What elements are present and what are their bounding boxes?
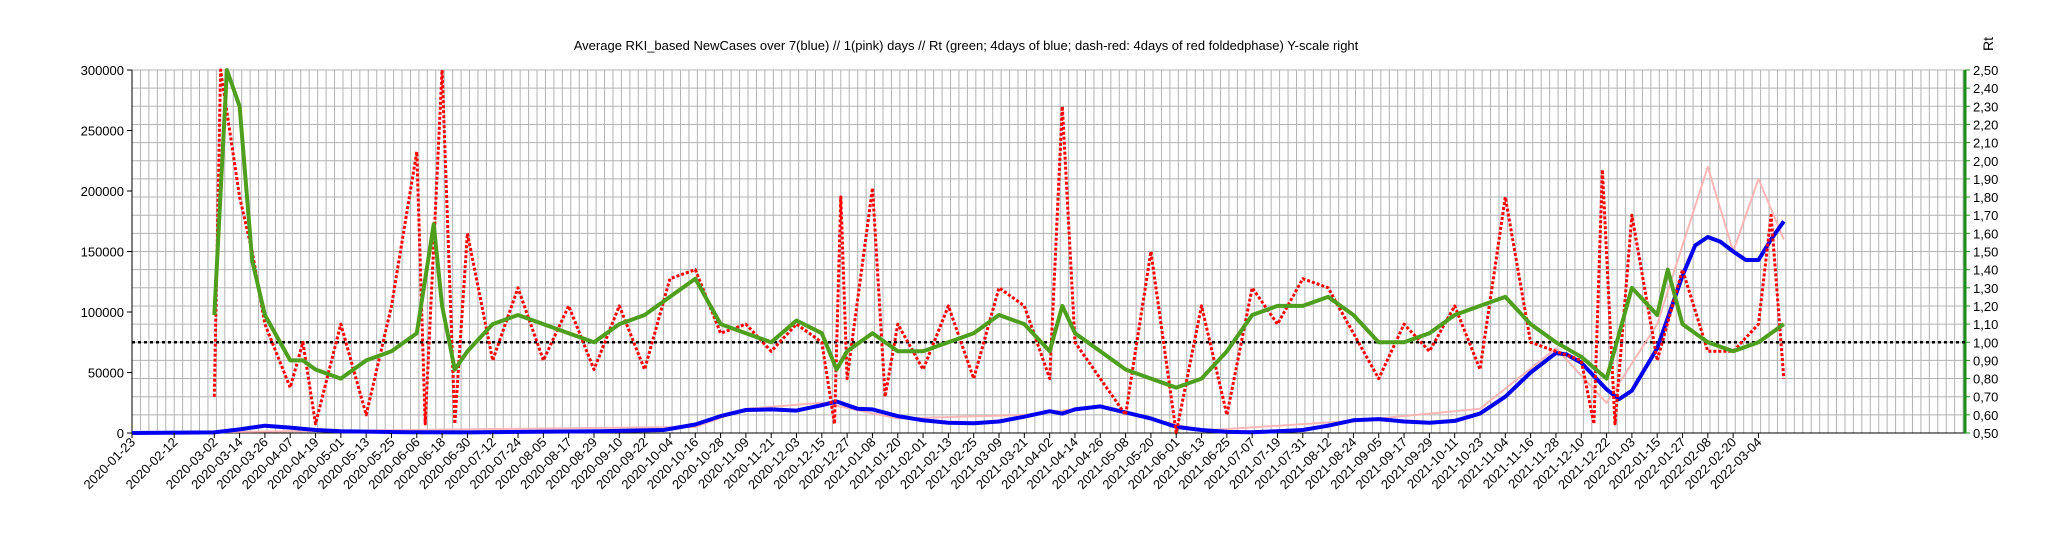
y-right-tick-label: 0,50 bbox=[1973, 426, 1998, 441]
y-left-tick-label: 0 bbox=[117, 426, 124, 441]
y-right-tick-label: 1,40 bbox=[1973, 263, 1998, 278]
y-right-tick-label: 1,50 bbox=[1973, 245, 1998, 260]
y-right-tick-label: 1,20 bbox=[1973, 299, 1998, 314]
y-right-tick-label: 1,60 bbox=[1973, 226, 1998, 241]
series-group bbox=[131, 68, 1786, 435]
y-left-tick-label: 300000 bbox=[81, 63, 124, 78]
y-axis-right-label: Rt bbox=[1980, 37, 1996, 51]
y-right-tick-label: 1,90 bbox=[1973, 172, 1998, 187]
series-line-2 bbox=[212, 68, 1785, 390]
y-right-tick-label: 2,50 bbox=[1973, 63, 1998, 78]
y-right-tick-label: 1,80 bbox=[1973, 190, 1998, 205]
y-right-tick-label: 2,20 bbox=[1973, 117, 1998, 132]
y-axis-right: 0,50 0,60 0,70 0,80 0,90 1,00 1,10 1,20 1,30 1,40… bbox=[1965, 63, 1998, 441]
y-left-tick-label: 50000 bbox=[88, 366, 124, 381]
y-right-tick-label: 0,70 bbox=[1973, 390, 1998, 405]
y-left-tick-label: 150000 bbox=[81, 245, 124, 260]
y-right-tick-label: 2,10 bbox=[1973, 136, 1998, 151]
y-right-tick-label: 1,70 bbox=[1973, 208, 1998, 223]
series-line-1 bbox=[131, 165, 1785, 434]
y-right-tick-label: 1,00 bbox=[1973, 335, 1998, 350]
y-right-tick-label: 2,30 bbox=[1973, 99, 1998, 114]
series-line-0 bbox=[131, 220, 1786, 435]
y-right-tick-label: 0,90 bbox=[1973, 353, 1998, 368]
y-right-tick-label: 1,10 bbox=[1973, 317, 1998, 332]
y-left-tick-label: 250000 bbox=[81, 124, 124, 139]
y-right-tick-label: 1,30 bbox=[1973, 281, 1998, 296]
y-left-tick-label: 100000 bbox=[81, 305, 124, 320]
y-right-tick-label: 2,40 bbox=[1973, 81, 1998, 96]
y-right-tick-label: 0,60 bbox=[1973, 408, 1998, 423]
chart-title: Average RKI_based NewCases over 7(blue) … bbox=[574, 38, 1359, 53]
y-axis-left: 0 50000 100000 150000 200000 250000 300000 bbox=[81, 63, 132, 441]
y-right-tick-label: 2,00 bbox=[1973, 154, 1998, 169]
x-axis: 2020-01-232020-02-122020-03-022020-03-14… bbox=[80, 433, 1765, 492]
y-left-tick-label: 200000 bbox=[81, 184, 124, 199]
y-right-tick-label: 0,80 bbox=[1973, 372, 1998, 387]
series-line-3 bbox=[212, 68, 1786, 435]
